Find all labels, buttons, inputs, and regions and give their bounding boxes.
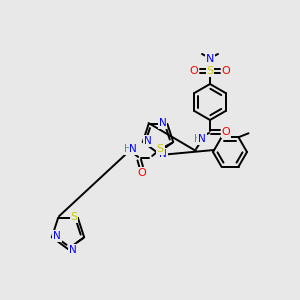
Text: N: N — [158, 118, 166, 128]
Text: N: N — [129, 144, 137, 154]
Text: S: S — [206, 66, 214, 76]
Text: O: O — [190, 66, 198, 76]
Text: H: H — [124, 144, 132, 154]
Text: N: N — [159, 149, 167, 159]
Text: O: O — [222, 66, 230, 76]
Text: S: S — [70, 212, 78, 222]
Text: O: O — [138, 168, 147, 178]
Text: H: H — [194, 134, 202, 144]
Text: N: N — [144, 136, 152, 146]
Text: N: N — [198, 134, 206, 144]
Text: N: N — [206, 54, 214, 64]
Text: N: N — [69, 245, 77, 255]
Text: O: O — [222, 127, 230, 137]
Text: N: N — [53, 231, 61, 241]
Text: S: S — [157, 144, 164, 154]
